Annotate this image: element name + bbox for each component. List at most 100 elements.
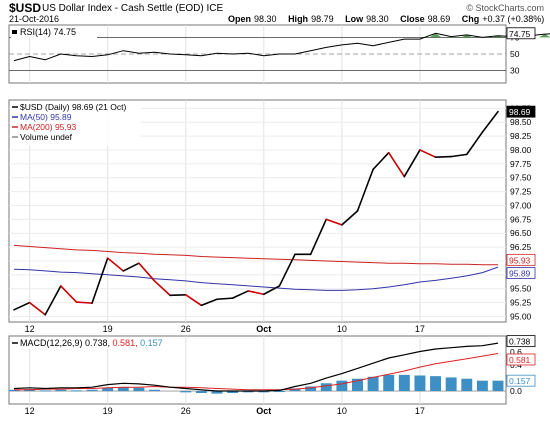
rsi-last-value: 74.75 (509, 29, 531, 39)
price-segment-17 (263, 285, 281, 296)
price-ytick-12: 98.00 (510, 145, 532, 155)
macd-last-value-box (506, 335, 536, 348)
price-segment-18 (278, 253, 296, 287)
quote-summary: Open 98.30 High 98.79 Low 98.30 Close 98.69 … (228, 14, 550, 24)
rsi-legend-swatch (12, 30, 17, 34)
macd-hist-bar-11 (180, 391, 192, 393)
macd-hist-bar-4 (70, 390, 82, 392)
macd-last-value: 0.738 (509, 337, 531, 347)
instrument-name: US Dollar Index - Cash Settle (EOD) ICE (42, 3, 223, 14)
price-segment-12 (184, 294, 203, 307)
price-segment-10 (153, 280, 171, 297)
macd-hist-bar-9 (149, 389, 160, 392)
low-value: 98.30 (366, 14, 389, 24)
price-ytick-0: 95.00 (510, 311, 532, 321)
signal-last-value-box (506, 353, 536, 366)
instrument-description: US Dollar Index - Cash Settle (EOD) (42, 3, 204, 14)
symbol: $USD (9, 1, 42, 15)
price-segment-3 (44, 285, 62, 316)
price-segment-5 (75, 301, 93, 304)
macd-hist-bar-5 (86, 389, 98, 392)
open-value: 98.30 (254, 14, 277, 24)
macd-hist-bar-20 (320, 383, 332, 392)
price-segment-9 (138, 262, 156, 282)
macd-hist-bar-8 (133, 387, 145, 392)
macd-hist-bar-30 (476, 380, 488, 392)
price-legend-bg (11, 102, 141, 146)
copyright: © StockCharts.com (466, 3, 544, 13)
price-segment-27 (419, 149, 437, 158)
rsi-last-value-box (506, 27, 536, 40)
macd-xtick-0: 12 (25, 406, 35, 416)
ma200-last-value: 95.93 (509, 255, 531, 265)
price-legend-label-1: MA(50) 95.89 (20, 112, 72, 122)
high-label: High (288, 14, 309, 24)
price-ytick-6: 96.50 (510, 228, 532, 238)
macd-hist-bar-16 (258, 391, 270, 393)
price-segment-4 (60, 285, 78, 303)
change-value: +0.37 (+0.38%) (482, 14, 545, 24)
price-ytick-14: 98.50 (510, 117, 532, 127)
price-segment-26 (403, 149, 421, 178)
macd-hist-bar-3 (55, 389, 67, 392)
macd-legend-bg (11, 338, 181, 349)
histogram-last-value-box (506, 374, 536, 387)
macd-hist-bar-18 (289, 388, 301, 392)
price-ytick-9: 97.25 (510, 187, 532, 197)
macd-hist-bar-23 (367, 376, 379, 392)
price-segment-31 (481, 110, 499, 133)
rsi-line (13, 32, 550, 62)
price-segment-24 (372, 151, 390, 171)
macd-xtick-2: 26 (181, 406, 191, 416)
macd-hist-bar-24 (383, 374, 395, 392)
change-label: Chg (461, 14, 480, 24)
macd-hist-bar-7 (117, 387, 129, 392)
macd-signal-line (14, 353, 499, 391)
macd-xtick-3: Oct (256, 406, 271, 416)
macd-xtick-4: 10 (337, 406, 347, 416)
close-value: 98.69 (427, 14, 451, 24)
price-segment-8 (122, 262, 140, 272)
exchange: ICE (206, 3, 224, 14)
rsi-ytick-2: 30 (510, 66, 520, 76)
price-segment-7 (106, 257, 125, 272)
price-xtick-2: 26 (181, 324, 191, 334)
macd-xtick-1: 19 (103, 406, 113, 416)
macd-hist-bar-31 (492, 380, 504, 392)
price-ytick-7: 96.75 (510, 214, 532, 224)
price-legend-label-2: MA(200) 95.93 (20, 122, 76, 132)
price-xtick-0: 12 (25, 324, 35, 334)
price-last-value-box (506, 105, 536, 118)
price-segment-28 (434, 155, 452, 158)
macd-hist-bar-2 (39, 390, 51, 392)
macd-hist-bar-15 (242, 391, 254, 393)
macd-line (13, 342, 499, 392)
macd-ytick-3: 0.0 (510, 386, 522, 396)
macd-hist-bar-27 (430, 376, 442, 392)
price-legend-label-3: Volume undef (20, 132, 73, 142)
price-ytick-11: 97.75 (510, 159, 532, 169)
price-last-value: 98.69 (509, 107, 531, 117)
macd-hist-bar-0 (8, 389, 20, 392)
rsi-legend-label: RSI(14) 74.75 (20, 27, 76, 37)
high-value: 98.79 (311, 14, 334, 24)
price-xtick-4: 10 (337, 324, 347, 334)
price-segment-29 (450, 153, 468, 158)
macd-hist-bar-29 (461, 378, 473, 392)
close-label: Close (400, 14, 425, 24)
macd-hist-bar-22 (352, 378, 363, 392)
macd-hist-bar-17 (273, 391, 285, 393)
macd-xtick-5: 17 (415, 406, 425, 416)
price-ytick-1: 95.25 (510, 298, 532, 308)
macd-hist-bar-13 (211, 391, 223, 394)
price-xtick-1: 19 (103, 324, 113, 334)
price-segment-16 (247, 290, 265, 296)
open-label: Open (228, 14, 252, 24)
ma50-line (13, 266, 499, 291)
price-segment-2 (28, 301, 47, 316)
ma200-last-value-box (506, 253, 536, 266)
chart-date: 21-Oct-2016 (9, 14, 60, 24)
chart-header: $USD US Dollar Index - Cash Settle (EOD)… (0, 0, 550, 24)
price-ytick-10: 97.50 (510, 173, 532, 183)
